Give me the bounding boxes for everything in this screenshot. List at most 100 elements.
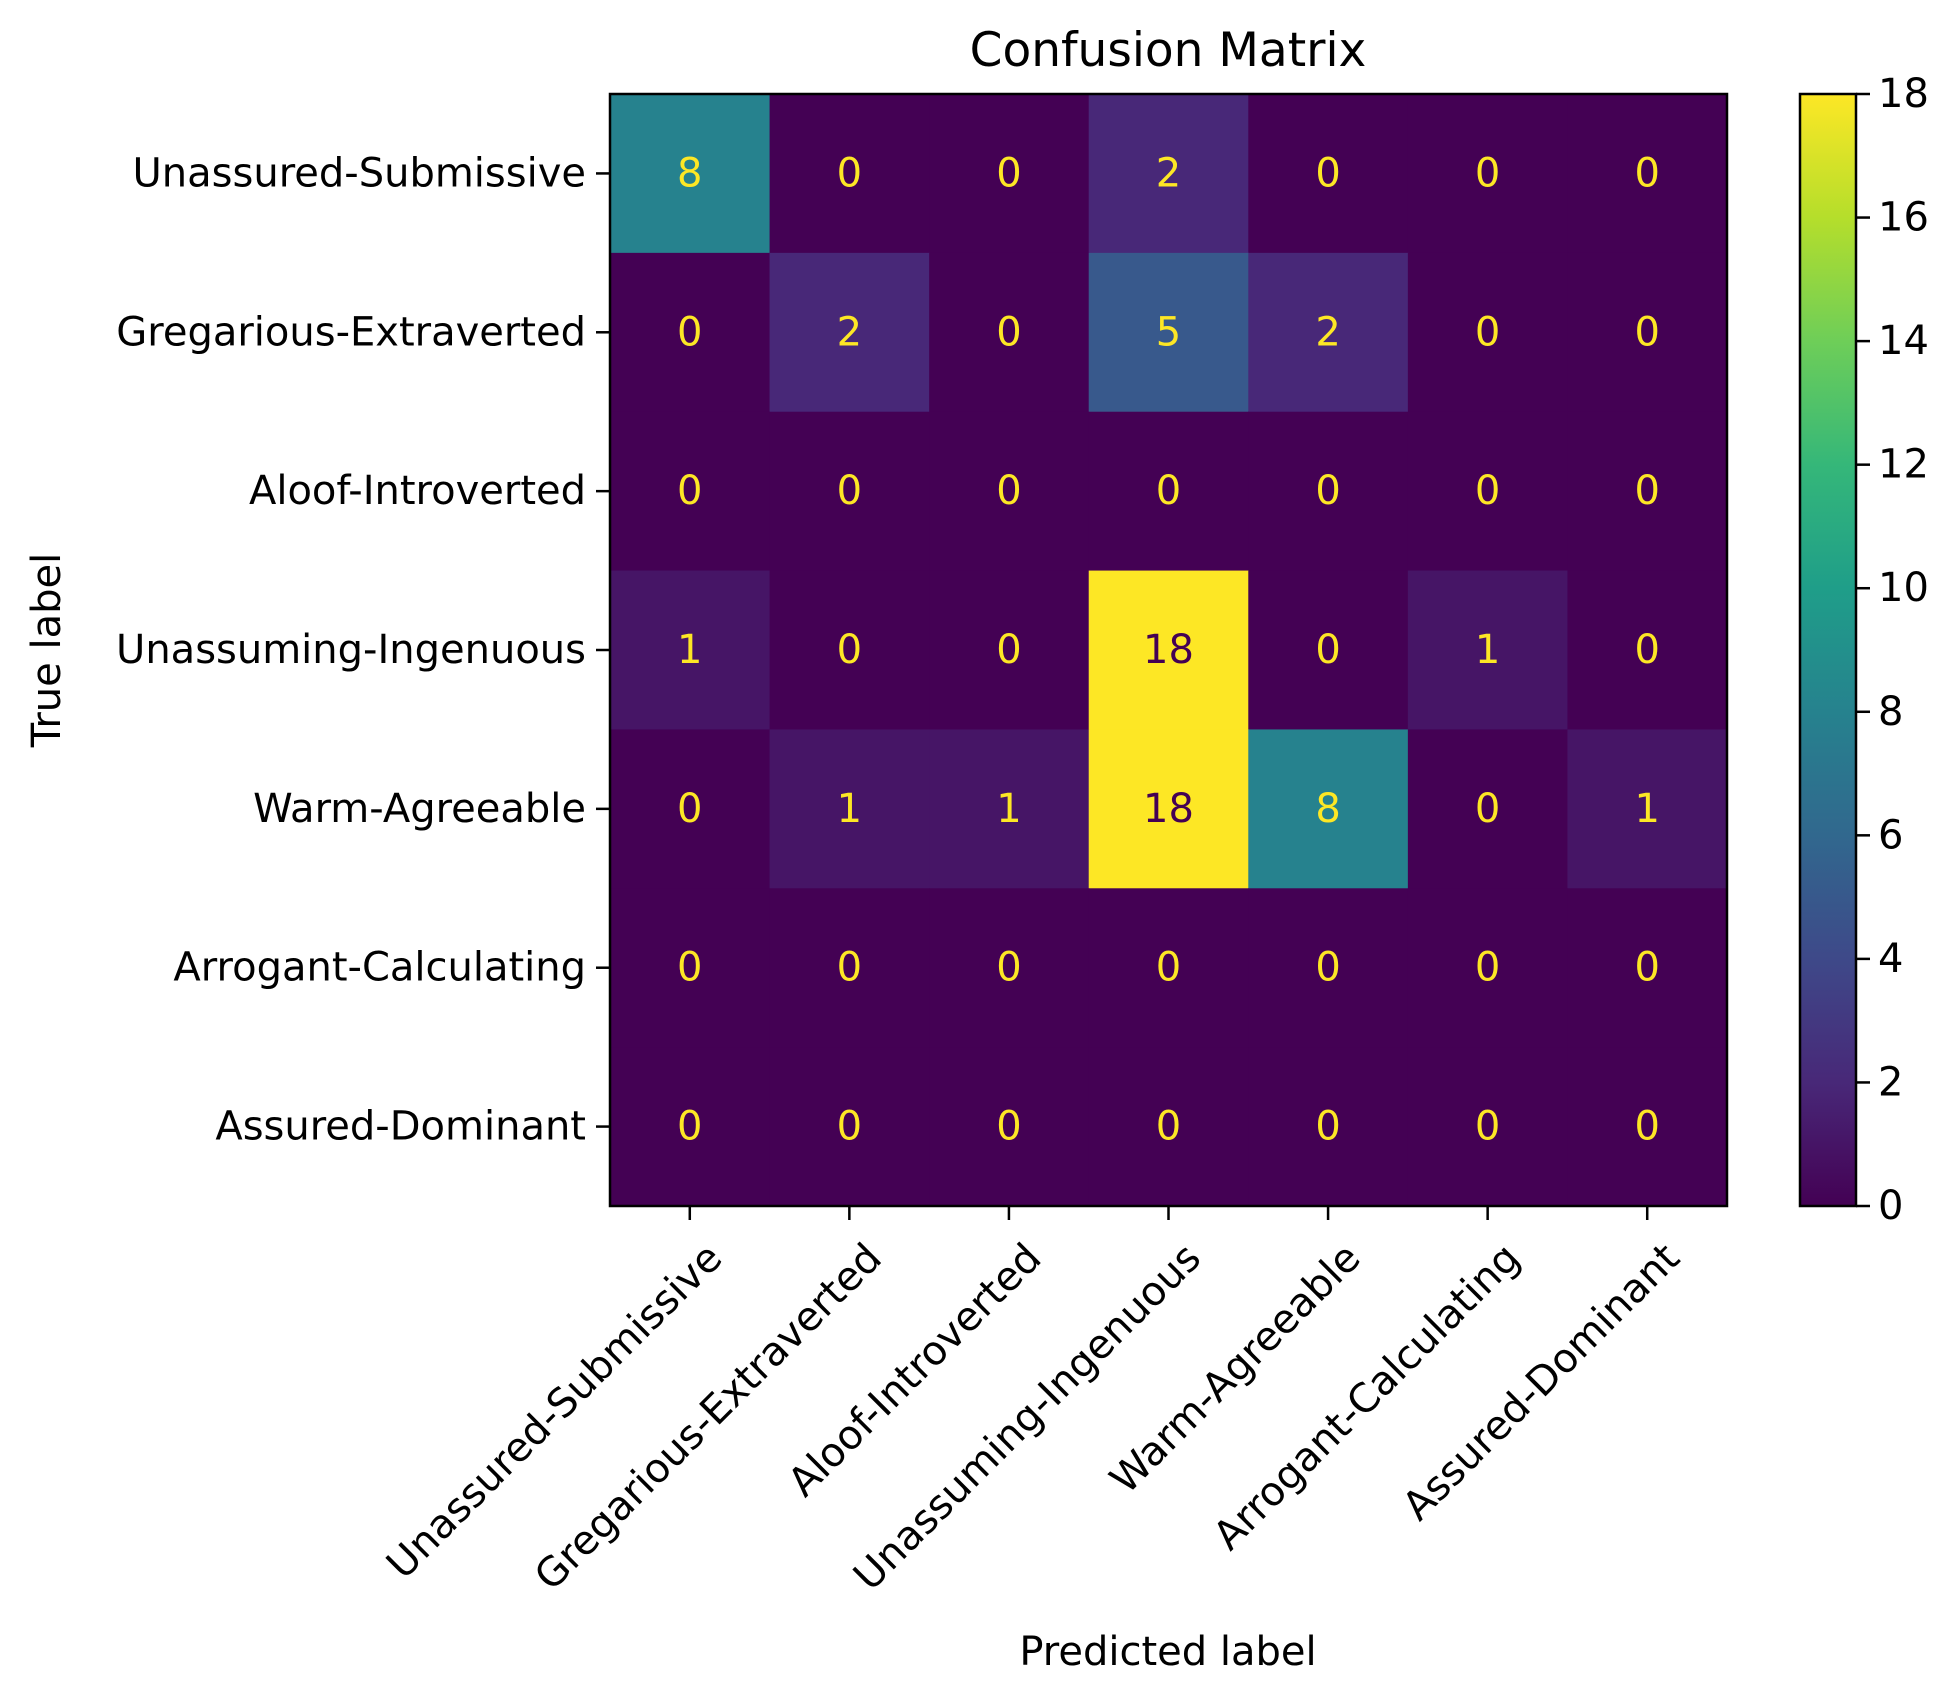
heatmap-cell — [1088, 729, 1249, 889]
cell-value-label: 0 — [1315, 468, 1340, 514]
cell-value-label: 0 — [1475, 468, 1500, 514]
heatmap-cell — [1407, 94, 1569, 254]
cell-value-label: 0 — [837, 945, 862, 991]
heatmap-cell — [769, 252, 930, 413]
colorbar-tick-label: 8 — [1878, 689, 1903, 735]
colorbar-tick-label: 4 — [1878, 936, 1903, 982]
cell-value-label: 0 — [1634, 150, 1659, 196]
cell-value-label: 0 — [677, 1104, 702, 1150]
cell-value-label: 0 — [1475, 945, 1500, 991]
cell-value-label: 0 — [677, 786, 702, 832]
heatmap-cell — [769, 1047, 930, 1207]
heatmap-cell — [769, 729, 930, 889]
heatmap-cell — [1567, 94, 1728, 254]
x-axis: Unassured-SubmissiveGregarious-Extravert… — [378, 1206, 1689, 1600]
cell-value-label: 0 — [837, 150, 862, 196]
heatmap-cell — [1248, 729, 1409, 889]
cell-value-label: 2 — [1315, 309, 1340, 355]
cell-value-label: 0 — [1634, 627, 1659, 673]
colorbar-tick-label: 0 — [1878, 1183, 1903, 1229]
cell-value-label: 1 — [1634, 786, 1659, 832]
heatmap-cell — [1088, 570, 1249, 731]
colorbar-tick-label: 16 — [1878, 195, 1929, 241]
cell-value-label: 2 — [837, 309, 862, 355]
cell-value-label: 5 — [1156, 309, 1181, 355]
x-axis-title: Predicted label — [1019, 1629, 1316, 1675]
cell-value-label: 1 — [1475, 627, 1500, 673]
x-tick-label: Unassured-Submissive — [378, 1235, 731, 1588]
heatmap-cell — [1407, 1047, 1569, 1207]
cell-value-label: 0 — [1156, 945, 1181, 991]
cell-value-label: 0 — [1475, 150, 1500, 196]
heatmap-cell — [1088, 888, 1249, 1048]
heatmap-cell — [1248, 570, 1409, 731]
colorbar-tick-label: 18 — [1878, 71, 1929, 117]
heatmap-cell — [1088, 1047, 1249, 1207]
heatmap-cell — [1567, 570, 1728, 731]
cell-value-label: 0 — [1315, 150, 1340, 196]
colorbar-tick-label: 12 — [1878, 442, 1929, 488]
colorbar-tick-label: 10 — [1878, 565, 1929, 611]
cell-value-label: 0 — [1634, 309, 1659, 355]
cell-value-label: 0 — [1315, 627, 1340, 673]
cell-value-label: 0 — [677, 468, 702, 514]
cell-value-label: 0 — [996, 945, 1021, 991]
cell-value-label: 0 — [1475, 786, 1500, 832]
heatmap-cell — [610, 252, 771, 413]
heatmap-cell — [610, 570, 771, 731]
cell-value-label: 8 — [677, 150, 702, 196]
cell-annotations: 8 0 0 2 0 0 0 0 2 0 5 2 0 0 0 0 0 0 0 0 0 1 0 0 18 0 1 0 0 1 1 18 8 0 1 0 0 0… — [677, 150, 1660, 1149]
heatmap-cell — [1407, 252, 1569, 413]
y-tick-label: Assured-Dominant — [215, 1104, 586, 1150]
heatmap-cell — [769, 94, 930, 254]
colorbar-tick-label: 6 — [1878, 812, 1903, 858]
cell-value-label: 0 — [1315, 945, 1340, 991]
cell-value-label: 18 — [1143, 627, 1194, 673]
y-tick-label: Gregarious-Extraverted — [116, 309, 586, 355]
cell-value-label: 2 — [1156, 150, 1181, 196]
heatmap-cell — [929, 888, 1090, 1048]
cell-value-label: 0 — [837, 468, 862, 514]
heatmap-cell — [1248, 1047, 1409, 1207]
heatmap-cell — [769, 570, 930, 731]
y-tick-label: Unassured-Submissive — [133, 150, 586, 196]
heatmap-cell — [1248, 888, 1409, 1048]
cell-value-label: 1 — [837, 786, 862, 832]
cell-value-label: 0 — [837, 1104, 862, 1150]
colorbar-tick-label: 2 — [1878, 1059, 1903, 1105]
heatmap-cell — [1407, 411, 1569, 572]
heatmap-cell — [1248, 252, 1409, 413]
heatmap-cell — [929, 252, 1090, 413]
heatmap-cell — [1088, 411, 1249, 572]
heatmap-cell — [929, 94, 1090, 254]
cell-value-label: 0 — [996, 627, 1021, 673]
y-tick-label: Arrogant-Calculating — [173, 945, 586, 991]
cell-value-label: 0 — [996, 468, 1021, 514]
heatmap-cell — [929, 411, 1090, 572]
heatmap-cell — [929, 729, 1090, 889]
heatmap-cell — [610, 1047, 771, 1207]
cell-value-label: 0 — [837, 627, 862, 673]
cell-value-label: 1 — [996, 786, 1021, 832]
heatmap-cell — [1248, 94, 1409, 254]
y-axis-title: True label — [24, 553, 70, 748]
cell-value-label: 0 — [677, 945, 702, 991]
cell-value-label: 0 — [677, 309, 702, 355]
cell-value-label: 18 — [1143, 786, 1194, 832]
cell-value-label: 0 — [996, 309, 1021, 355]
chart-title: Confusion Matrix — [970, 23, 1367, 78]
heatmap-cell — [1567, 252, 1728, 413]
heatmap-cell — [610, 94, 771, 254]
heatmap-cell — [1567, 888, 1728, 1048]
heatmap-cell — [610, 729, 771, 889]
cell-value-label: 0 — [996, 1104, 1021, 1150]
heatmap-cell — [1248, 411, 1409, 572]
x-tick-label: Arrogant-Calculating — [1205, 1235, 1529, 1559]
heatmap-cell — [769, 411, 930, 572]
colorbar-tick-label: 14 — [1878, 318, 1929, 364]
cell-value-label: 0 — [1634, 468, 1659, 514]
cell-value-label: 0 — [1315, 1104, 1340, 1150]
y-axis: Unassured-Submissive Gregarious-Extravert… — [116, 150, 610, 1150]
colorbar-axis: 0 2 4 6 8 10 12 14 16 18 — [1856, 71, 1929, 1229]
